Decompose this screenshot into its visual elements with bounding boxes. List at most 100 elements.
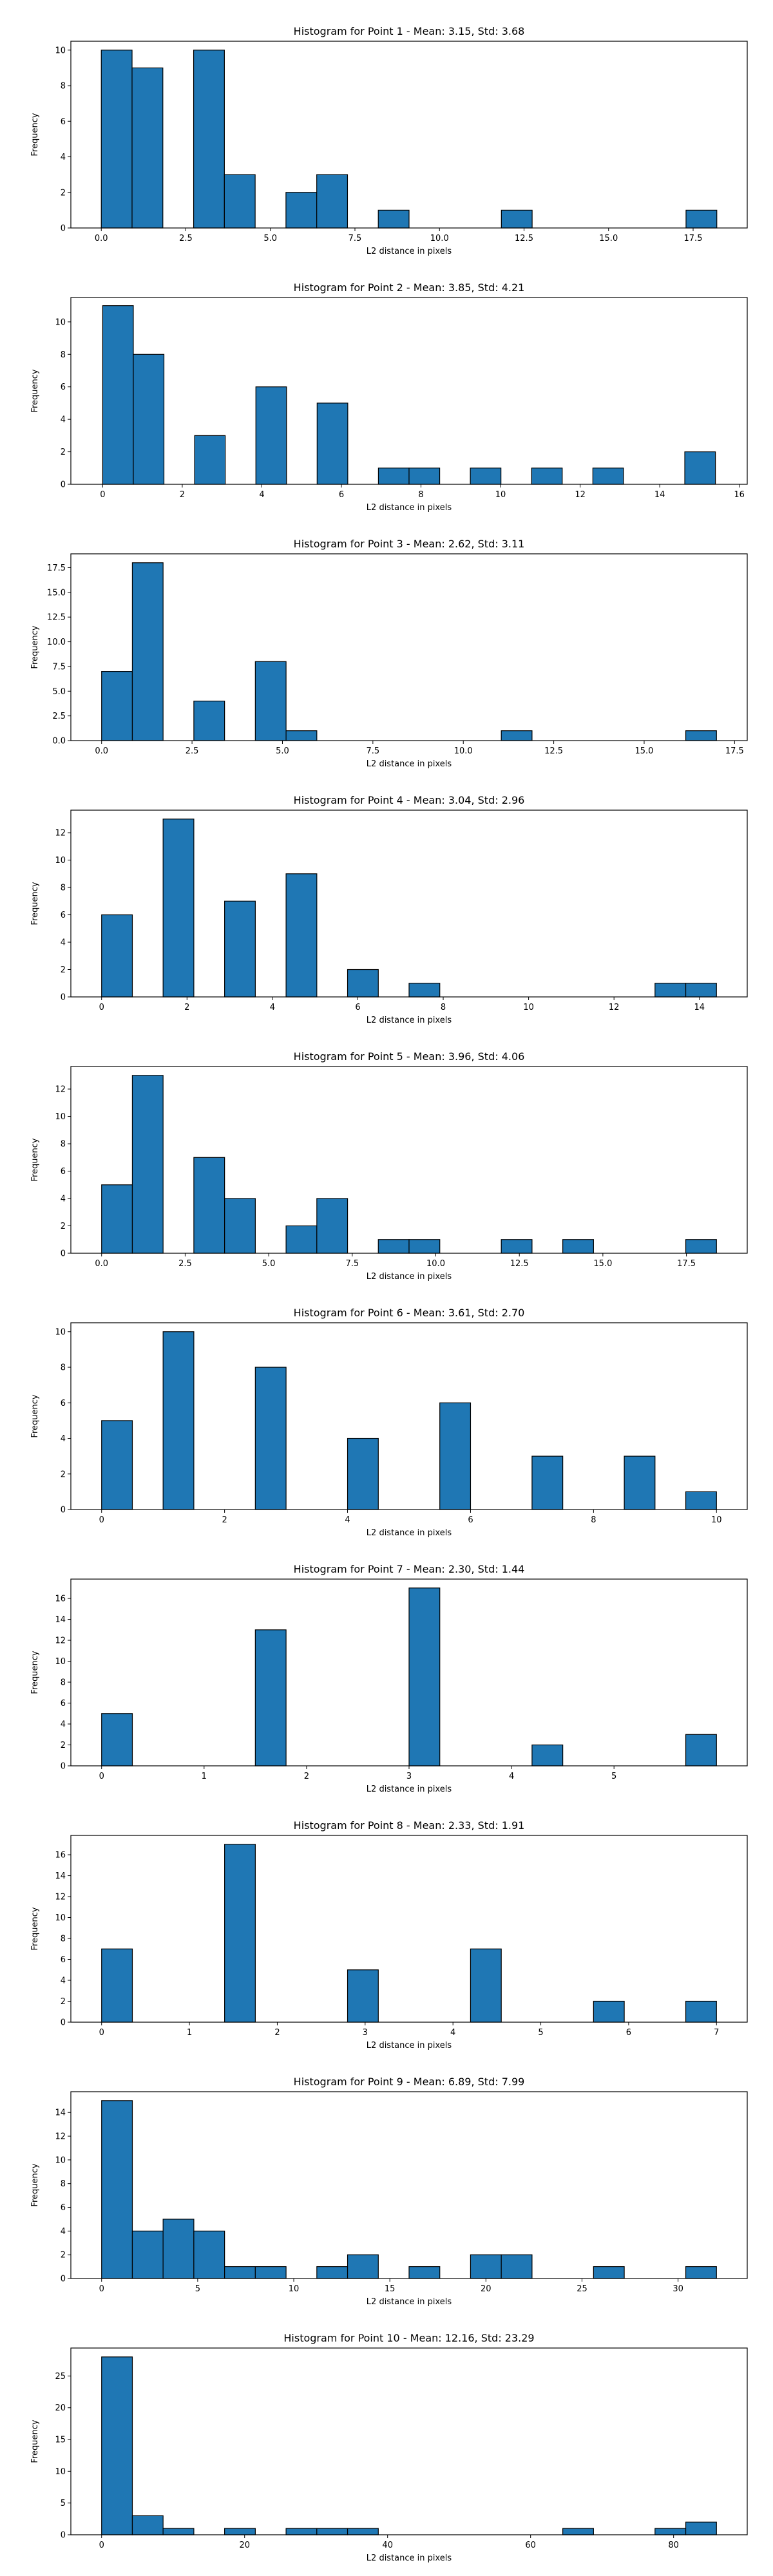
- chart-title: Histogram for Point 6 - Mean: 3.61, Std:…: [294, 1307, 525, 1319]
- histogram-bar: [316, 174, 348, 229]
- y-tick-label: 12: [55, 1085, 66, 1095]
- chart-title: Histogram for Point 5 - Mean: 3.96, Std:…: [294, 1050, 525, 1063]
- y-tick-label: 10: [55, 1913, 66, 1923]
- x-tick-label: 10.0: [430, 234, 449, 243]
- x-tick-label: 0: [99, 2284, 104, 2294]
- chart-title: Histogram for Point 3 - Mean: 2.62, Std:…: [294, 538, 525, 550]
- x-axis-label: L2 distance in pixels: [367, 1272, 452, 1282]
- histogram-bar: [101, 1713, 133, 1766]
- x-tick-label: 8: [418, 490, 423, 500]
- y-tick-label: 5.0: [52, 687, 66, 697]
- y-tick-label: 10: [55, 317, 66, 327]
- y-tick-label: 6: [61, 1167, 66, 1177]
- y-tick-label: 25: [55, 2372, 66, 2382]
- histogram-bar: [254, 661, 287, 741]
- x-tick-label: 6: [339, 490, 344, 500]
- y-tick-label: 4: [61, 153, 66, 162]
- histogram-bar: [531, 468, 563, 485]
- histogram-bar: [194, 435, 226, 485]
- y-tick-label: 16: [55, 1595, 66, 1604]
- histogram-bar: [347, 1969, 379, 2023]
- histogram-bar: [285, 730, 318, 741]
- histogram-bar: [685, 2266, 717, 2279]
- histogram-panel-8: Histogram for Point 8 - Mean: 2.33, Std:…: [30, 1819, 748, 2050]
- histogram-bar: [593, 2266, 625, 2279]
- chart-title: Histogram for Point 1 - Mean: 3.15, Std:…: [294, 25, 525, 37]
- y-tick-label: 2: [61, 1997, 66, 2007]
- y-tick-label: 2: [61, 965, 66, 975]
- y-tick-label: 8: [61, 82, 66, 91]
- y-tick-label: 10: [55, 46, 66, 55]
- histogram-bar: [501, 209, 533, 229]
- histogram-bar: [377, 468, 410, 485]
- y-tick-label: 5: [61, 2499, 66, 2508]
- x-tick-label: 17.5: [684, 234, 703, 243]
- x-tick-label: 0.0: [95, 234, 108, 243]
- x-tick-label: 2: [180, 490, 185, 500]
- x-axis-label: L2 distance in pixels: [367, 1016, 452, 1025]
- histogram-bar: [562, 1239, 594, 1254]
- histogram-bar: [131, 1075, 164, 1254]
- histogram-bar: [347, 2254, 379, 2279]
- histogram-bar: [101, 1420, 133, 1510]
- x-tick-label: 15.0: [593, 1259, 612, 1269]
- y-tick-label: 0: [61, 993, 66, 1003]
- histogram-bar: [285, 2528, 318, 2535]
- histogram-bar: [408, 983, 441, 998]
- y-tick-label: 4: [61, 415, 66, 425]
- chart-title: Histogram for Point 4 - Mean: 3.04, Std:…: [294, 794, 525, 806]
- x-tick-label: 8: [441, 1003, 446, 1012]
- x-tick-label: 5: [611, 1772, 616, 1781]
- y-axis-label: Frequency: [30, 625, 40, 668]
- histogram-bar: [133, 354, 165, 485]
- x-tick-label: 25: [577, 2284, 587, 2294]
- histogram-panel-3: Histogram for Point 3 - Mean: 2.62, Std:…: [30, 538, 748, 769]
- x-tick-label: 5.0: [276, 746, 289, 756]
- x-axis-label: L2 distance in pixels: [367, 2297, 452, 2307]
- histogram-bar: [131, 2230, 164, 2279]
- y-tick-label: 0: [61, 1249, 66, 1259]
- y-tick-label: 10: [55, 2155, 66, 2165]
- histogram-bar: [377, 1239, 410, 1254]
- x-tick-label: 5.0: [262, 1259, 276, 1269]
- x-tick-label: 2.5: [178, 1259, 192, 1269]
- x-tick-label: 6: [626, 2028, 631, 2038]
- histogram-bar: [254, 1367, 287, 1510]
- histogram-bar: [377, 209, 410, 229]
- histogram-bar: [685, 983, 717, 998]
- x-tick-label: 15: [385, 2284, 396, 2294]
- x-axis-label: L2 distance in pixels: [367, 1528, 452, 1538]
- histogram-bar: [624, 1455, 656, 1510]
- histogram-bar: [685, 2521, 717, 2535]
- x-tick-label: 2: [222, 1515, 227, 1525]
- x-tick-label: 7.5: [345, 1259, 359, 1269]
- y-tick-label: 4: [61, 1434, 66, 1444]
- x-tick-label: 15.0: [599, 234, 618, 243]
- x-tick-label: 10.0: [454, 746, 473, 756]
- histogram-bar: [408, 1587, 441, 1766]
- y-tick-label: 6: [61, 1955, 66, 1965]
- chart-title: Histogram for Point 8 - Mean: 2.33, Std:…: [294, 1819, 525, 1832]
- histogram-bar: [685, 1239, 717, 1254]
- histogram-bar: [131, 562, 164, 741]
- y-tick-label: 7.5: [52, 662, 66, 672]
- histogram-bar: [131, 67, 164, 229]
- histogram-bar: [193, 50, 225, 229]
- x-tick-label: 10: [289, 2284, 300, 2294]
- plot-frame: [70, 1322, 748, 1510]
- x-tick-label: 0.0: [95, 1259, 108, 1269]
- x-tick-label: 10: [711, 1515, 722, 1525]
- x-tick-label: 60: [525, 2541, 536, 2550]
- plot-frame: [70, 1066, 748, 1254]
- y-tick-label: 14: [55, 1615, 66, 1625]
- histogram-bar: [254, 2266, 287, 2279]
- y-tick-label: 6: [61, 383, 66, 392]
- x-tick-label: 80: [668, 2541, 679, 2550]
- y-tick-label: 0: [61, 2018, 66, 2028]
- y-axis-label: Frequency: [30, 1907, 40, 1950]
- y-tick-label: 6: [61, 117, 66, 127]
- x-tick-label: 6: [468, 1515, 473, 1525]
- x-tick-label: 8: [591, 1515, 596, 1525]
- x-tick-label: 0: [99, 2028, 104, 2038]
